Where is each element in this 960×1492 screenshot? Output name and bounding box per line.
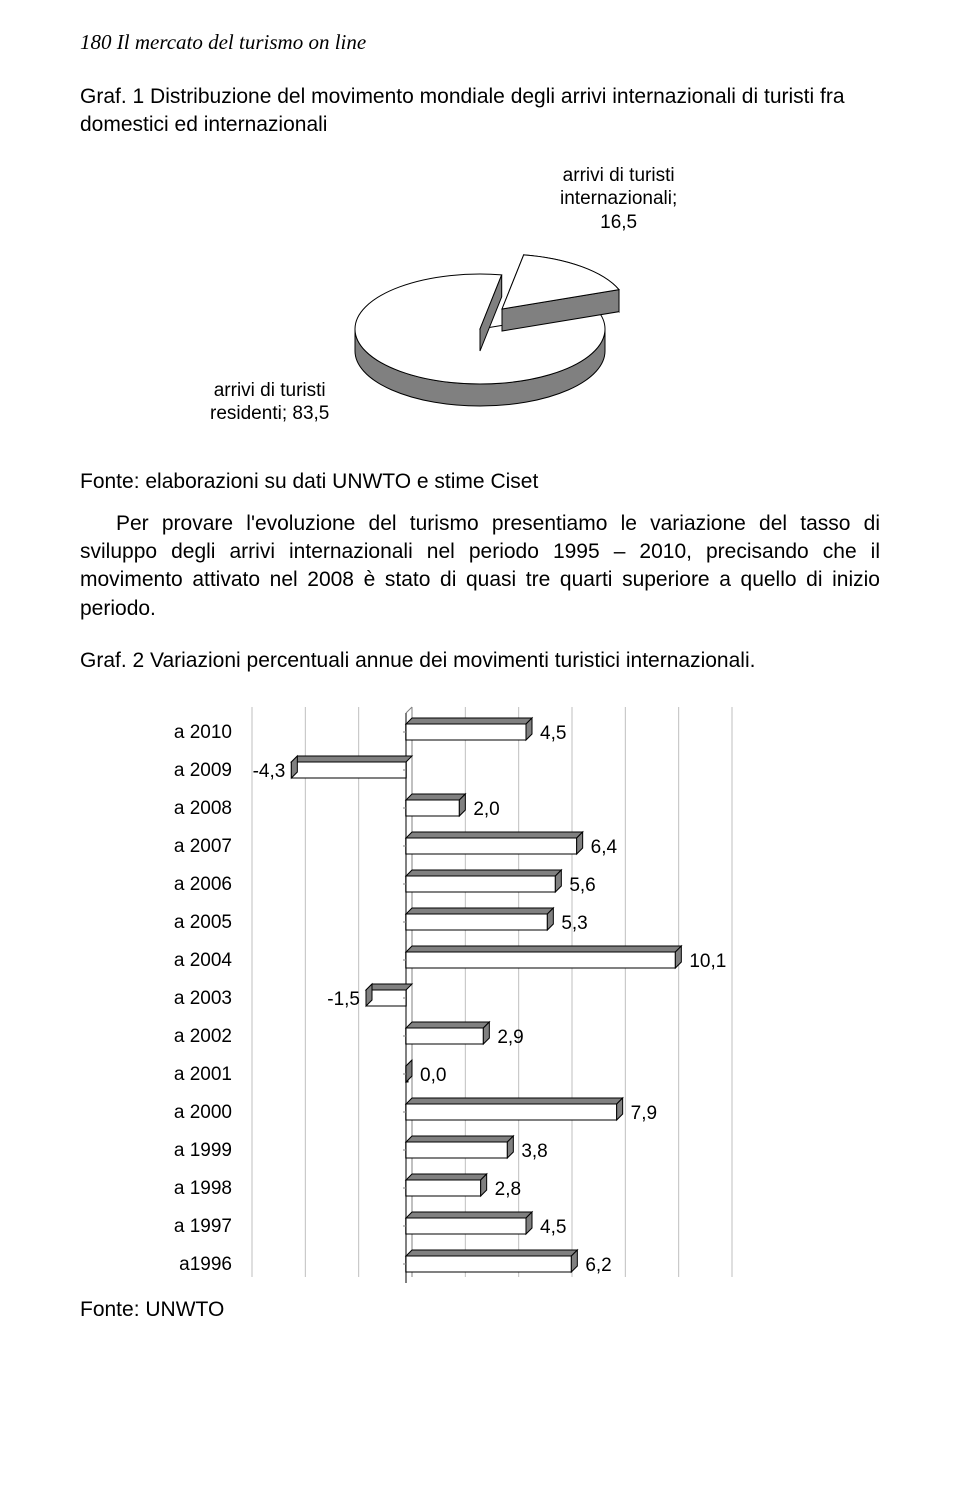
graf1-title: Graf. 1 Distribuzione del movimento mond… <box>80 83 880 140</box>
page-header: 180 Il mercato del turismo on line <box>80 30 880 55</box>
pie-chart <box>340 219 640 429</box>
svg-text:a1996: a1996 <box>179 1254 232 1275</box>
svg-text:2,0: 2,0 <box>473 799 499 820</box>
svg-text:a 1998: a 1998 <box>174 1178 232 1199</box>
pie-label-residents: arrivi di turistiresidenti; 83,5 <box>210 379 329 427</box>
svg-text:3,8: 3,8 <box>521 1141 547 1162</box>
svg-text:5,6: 5,6 <box>569 875 595 896</box>
svg-text:5,3: 5,3 <box>561 913 587 934</box>
svg-text:a 2007: a 2007 <box>174 836 232 857</box>
bar-chart: a 2010 4,5 a 2009 -4,3 a 2008 2,0 a 2007 6,4 a 2… <box>156 699 796 1289</box>
svg-text:4,5: 4,5 <box>540 723 566 744</box>
svg-text:a 2005: a 2005 <box>174 912 232 933</box>
bar-chart-container: a 2010 4,5 a 2009 -4,3 a 2008 2,0 a 2007 6,4 a 2… <box>156 699 880 1294</box>
svg-text:a 2002: a 2002 <box>174 1026 232 1047</box>
graf2-title: Graf. 2 Variazioni percentuali annue dei… <box>80 647 880 675</box>
svg-text:7,9: 7,9 <box>631 1103 657 1124</box>
svg-text:4,5: 4,5 <box>540 1217 566 1238</box>
svg-text:0,0: 0,0 <box>420 1065 446 1086</box>
pie-chart-container: arrivi di turistiinternazionali;16,5 arr… <box>80 164 880 464</box>
svg-text:a 2009: a 2009 <box>174 760 232 781</box>
svg-text:-1,5: -1,5 <box>327 989 360 1010</box>
svg-text:a 2006: a 2006 <box>174 874 232 895</box>
svg-text:a 2000: a 2000 <box>174 1102 232 1123</box>
svg-text:2,9: 2,9 <box>497 1027 523 1048</box>
svg-text:a 2003: a 2003 <box>174 988 232 1009</box>
svg-text:-4,3: -4,3 <box>253 761 286 782</box>
svg-text:a 2008: a 2008 <box>174 798 232 819</box>
fonte-graf2: Fonte: UNWTO <box>80 1298 880 1322</box>
svg-text:a 2004: a 2004 <box>174 950 233 971</box>
svg-text:a 2010: a 2010 <box>174 722 232 743</box>
svg-text:a 2001: a 2001 <box>174 1064 232 1085</box>
svg-text:6,4: 6,4 <box>591 837 618 858</box>
svg-text:10,1: 10,1 <box>689 951 726 972</box>
svg-text:6,2: 6,2 <box>585 1255 611 1276</box>
svg-text:a 1999: a 1999 <box>174 1140 232 1161</box>
svg-text:2,8: 2,8 <box>495 1179 521 1200</box>
fonte-graf1: Fonte: elaborazioni su dati UNWTO e stim… <box>80 470 880 494</box>
body-paragraph: Per provare l'evoluzione del turismo pre… <box>80 510 880 623</box>
svg-text:a 1997: a 1997 <box>174 1216 232 1237</box>
